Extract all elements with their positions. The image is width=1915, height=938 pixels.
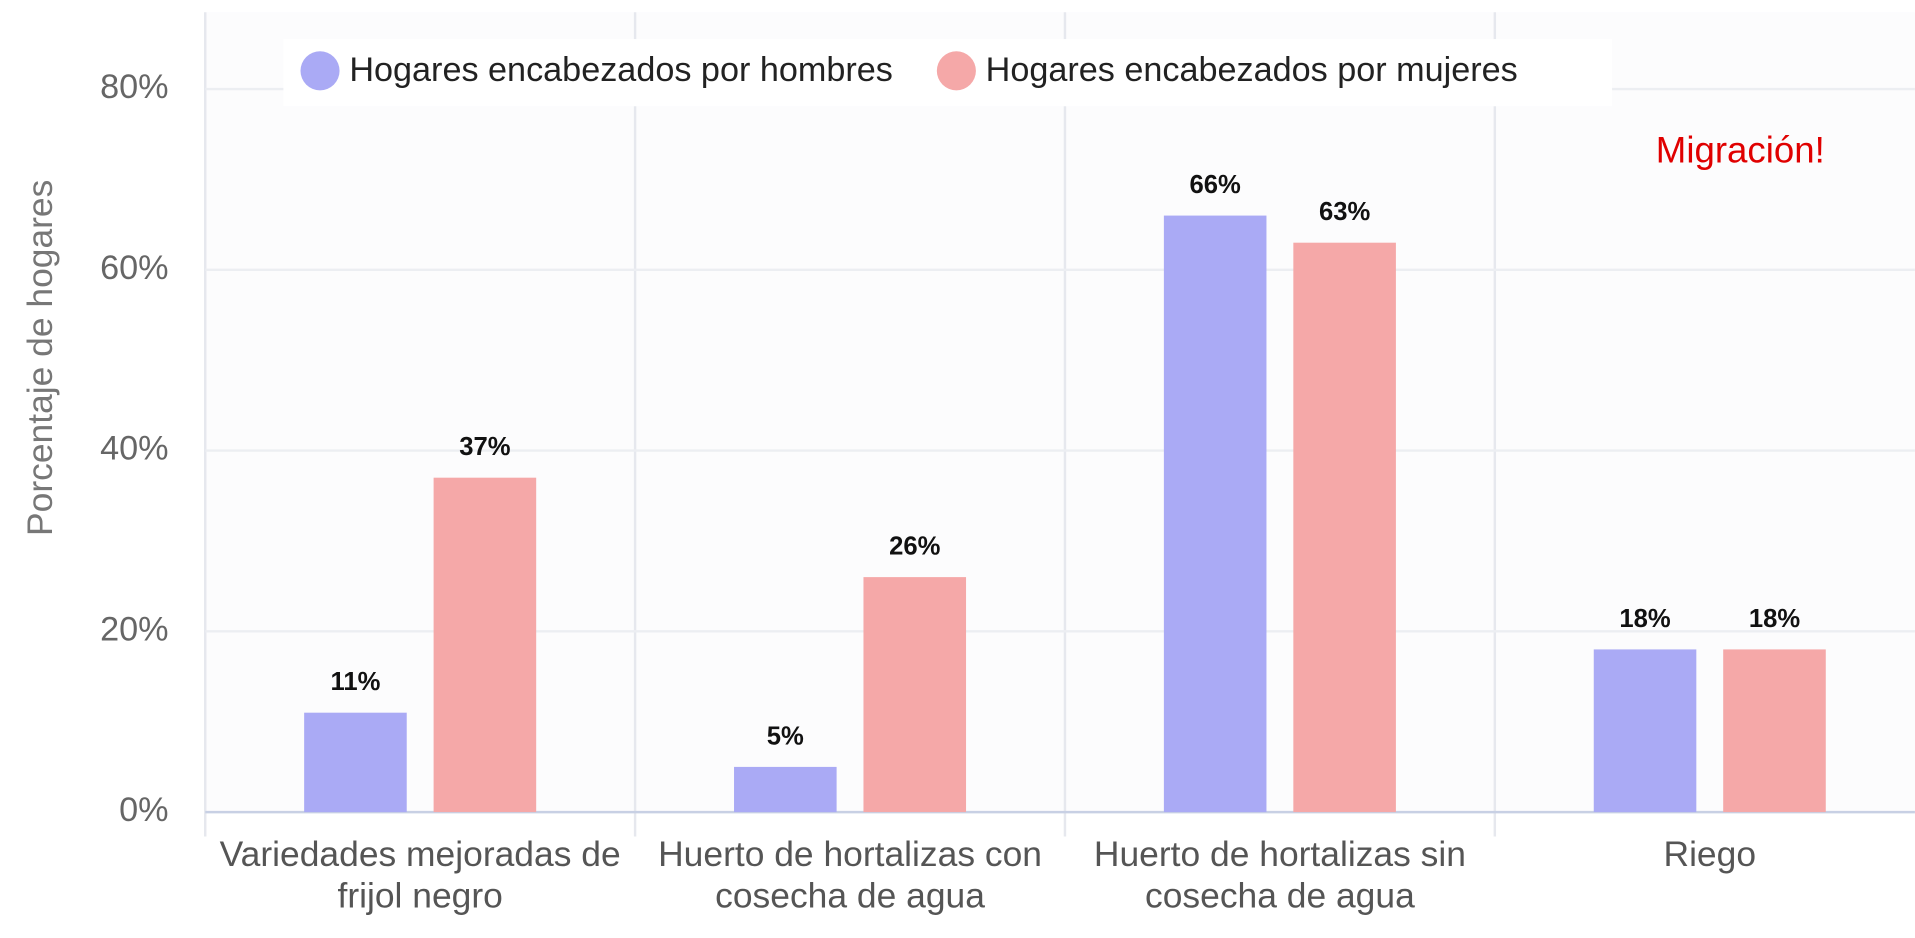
x-tick-label-box: Huerto de hortalizas sin cosecha de agua	[1093, 835, 1466, 916]
band-separators	[204, 12, 1497, 837]
bar	[863, 577, 967, 813]
x-tick-label-box: Huerto de hortalizas con cosecha de agua	[658, 835, 1042, 916]
legend-label: Hogares encabezados por mujeres	[986, 51, 1518, 89]
x-tick-label: Riego	[1663, 835, 1757, 875]
data-label: 11%	[331, 668, 381, 696]
data-label: 63%	[1319, 198, 1371, 226]
y-axis-label: Porcentaje de hogares	[20, 180, 60, 536]
data-label: 18%	[1749, 605, 1801, 633]
x-tick-label: Variedades mejoradas de frijol negro	[219, 835, 621, 916]
y-tick-label: 40%	[100, 430, 168, 468]
bar	[1723, 649, 1826, 813]
y-tick-label: 0%	[119, 791, 168, 829]
x-tick-label: Huerto de hortalizas con cosecha de agua	[658, 835, 1042, 916]
data-label: 66%	[1190, 171, 1242, 199]
y-tick-label: 80%	[100, 68, 168, 106]
x-tick-label-box: Riego	[1663, 835, 1757, 875]
bar	[304, 712, 407, 813]
x-tick-label-box: Variedades mejoradas de frijol negro	[219, 835, 621, 916]
y-tick-label: 60%	[100, 249, 168, 287]
legend-marker	[936, 51, 976, 91]
data-label: 37%	[459, 433, 511, 461]
data-label: 26%	[889, 533, 941, 561]
bar	[1593, 649, 1697, 813]
bar	[1293, 242, 1396, 813]
legend-label: Hogares encabezados por hombres	[349, 51, 893, 89]
y-tick-label: 20%	[100, 610, 168, 648]
bar	[734, 766, 837, 813]
data-label: 18%	[1619, 605, 1671, 633]
bar	[1163, 215, 1267, 813]
bar	[433, 477, 537, 813]
annotation: Migración!	[1656, 129, 1825, 170]
x-tick-label: Huerto de hortalizas sin cosecha de agua	[1093, 835, 1466, 916]
legend-marker	[300, 51, 340, 91]
data-label: 5%	[767, 722, 804, 750]
